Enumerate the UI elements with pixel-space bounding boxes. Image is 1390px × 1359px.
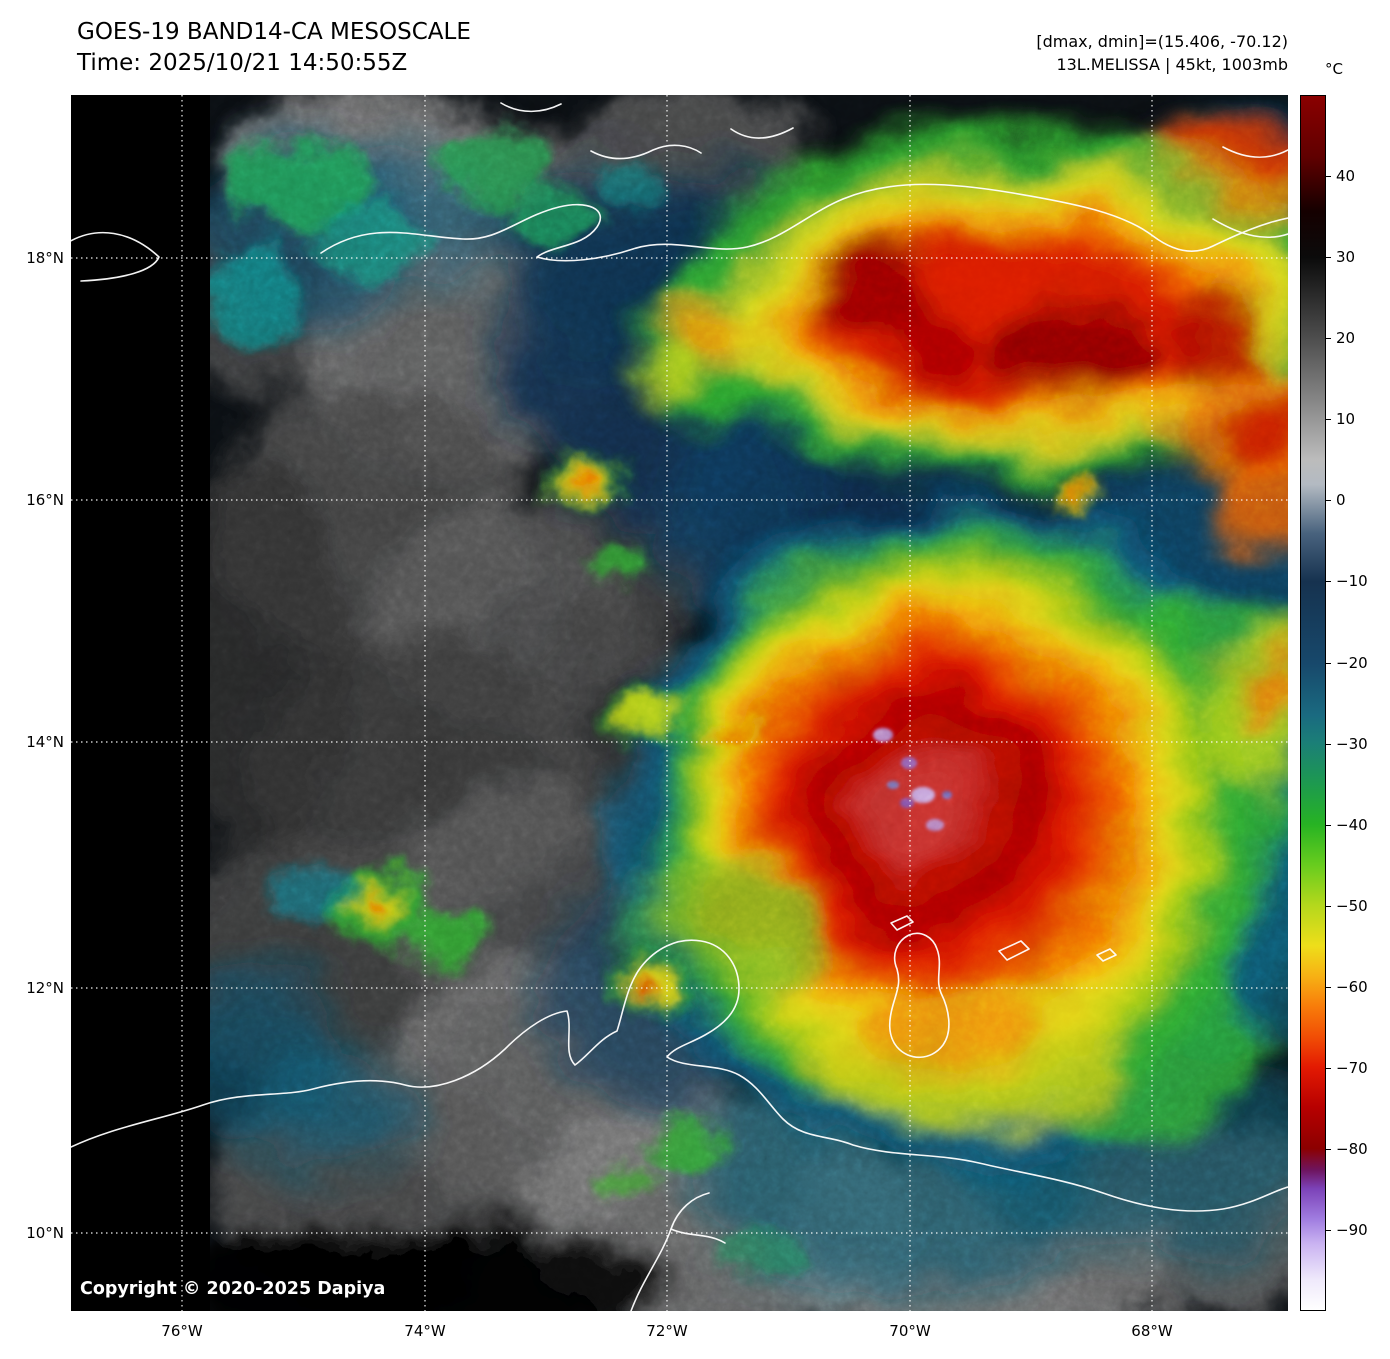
- lat-axis-label: 14°N: [26, 733, 64, 751]
- colorbar-tick-label: −10: [1336, 572, 1368, 590]
- coastline-island-aruba: [890, 915, 914, 931]
- lon-axis-label: 74°W: [404, 1322, 446, 1340]
- lat-axis-label: 10°N: [26, 1224, 64, 1242]
- coastline-cuba: [66, 231, 160, 282]
- colorbar-tick-label: −40: [1336, 816, 1368, 834]
- colorbar-tick: [1326, 663, 1331, 664]
- timestamp-label: Time: 2025/10/21 14:50:55Z: [77, 50, 408, 76]
- coastline-hispaniola: [320, 183, 1289, 262]
- colorbar-tick-label: 20: [1336, 329, 1356, 347]
- lon-axis-label: 68°W: [1131, 1322, 1173, 1340]
- copyright-label: Copyright © 2020-2025 Dapiya: [80, 1279, 386, 1299]
- coastline-puertorico-south: [1212, 218, 1289, 239]
- coastline-river-south2: [670, 1228, 726, 1244]
- satellite-imagery: [66, 95, 1289, 1312]
- colorbar-tick: [1326, 825, 1331, 826]
- colorbar-tick-label: 40: [1336, 167, 1356, 185]
- colorbar-tick-label: −90: [1336, 1221, 1368, 1239]
- lat-axis-label: 12°N: [26, 979, 64, 997]
- colorbar-tick: [1326, 581, 1331, 582]
- header-info: [dmax, dmin]=(15.406, -70.12) 13L.MELISS…: [1036, 30, 1288, 76]
- satellite-map-panel: Copyright © 2020-2025 Dapiya: [66, 95, 1289, 1312]
- lon-axis-label: 70°W: [889, 1322, 931, 1340]
- coastline-lake-maracaibo: [888, 932, 950, 1059]
- colorbar-tick: [1326, 257, 1331, 258]
- lon-axis-label: 76°W: [161, 1322, 203, 1340]
- lat-axis-label: 18°N: [26, 249, 64, 267]
- colorbar-tick: [1326, 1230, 1331, 1231]
- colorbar-tick: [1326, 419, 1331, 420]
- colorbar-unit-label: °C: [1325, 60, 1343, 78]
- storm-info-label: 13L.MELISSA | 45kt, 1003mb: [1056, 55, 1288, 74]
- coastline-fragment-north3: [730, 127, 794, 139]
- colorbar-tick: [1326, 744, 1331, 745]
- colorbar-tick-label: −80: [1336, 1140, 1368, 1158]
- colorbar-tick-label: 0: [1336, 491, 1346, 509]
- lat-axis-label: 16°N: [26, 491, 64, 509]
- coastlines: [66, 102, 1289, 1312]
- imagery-layers: [210, 95, 1288, 1311]
- colorbar-tick-label: −30: [1336, 735, 1368, 753]
- colorbar-tick-label: −50: [1336, 897, 1368, 915]
- lon-axis-label: 72°W: [646, 1322, 688, 1340]
- colorbar-tick-label: 30: [1336, 248, 1356, 266]
- colorbar-tick: [1326, 500, 1331, 501]
- mottle-texture: [210, 95, 1288, 1311]
- colorbar-tick: [1326, 906, 1331, 907]
- page-title: GOES-19 BAND14-CA MESOSCALE: [77, 19, 471, 45]
- colorbar-tick: [1326, 1068, 1331, 1069]
- coastline-fragment-north2: [590, 144, 702, 160]
- colorbar-tick: [1326, 176, 1331, 177]
- colorbar-tick: [1326, 338, 1331, 339]
- colorbar-tick-label: −20: [1336, 654, 1368, 672]
- colorbar-tick: [1326, 1149, 1331, 1150]
- coastline-fragment-north1: [500, 102, 562, 113]
- coastline-south-america: [66, 939, 1289, 1212]
- colorbar-tick: [1326, 987, 1331, 988]
- colorbar-tick-label: 10: [1336, 410, 1356, 428]
- coastline-island-bonaire: [1096, 948, 1117, 962]
- coastline-island-curacao: [998, 940, 1030, 961]
- colorbar-tick-label: −60: [1336, 978, 1368, 996]
- coastline-puertorico-north: [1222, 146, 1289, 158]
- colorbar-tick-label: −70: [1336, 1059, 1368, 1077]
- dmax-dmin-label: [dmax, dmin]=(15.406, -70.12): [1036, 32, 1288, 51]
- colorbar-gradient: [1300, 95, 1326, 1311]
